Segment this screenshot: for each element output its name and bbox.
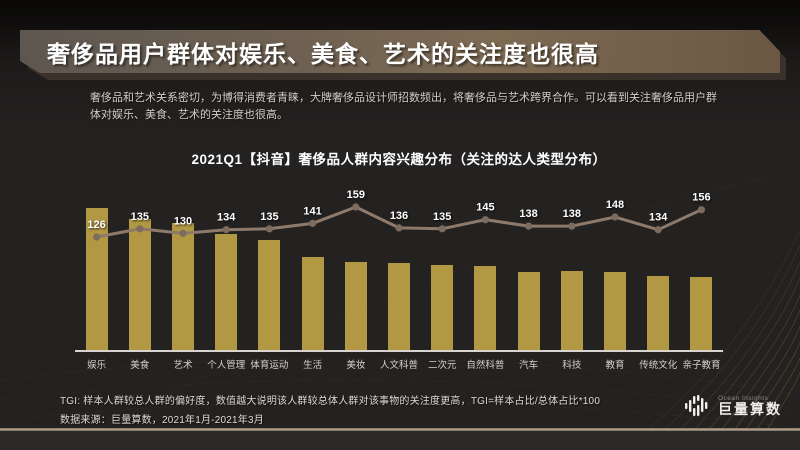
tgi-data-label: 134 (649, 212, 668, 224)
tgi-data-label: 138 (519, 208, 537, 220)
tgi-data-label: 138 (563, 208, 581, 220)
bar-slot (550, 190, 593, 350)
tgi-marker (93, 233, 101, 241)
bar-二次元 (431, 265, 454, 350)
tgi-marker (611, 213, 619, 221)
x-tick-美食: 美食 (130, 360, 150, 371)
bar-传统文化 (647, 276, 670, 350)
tgi-marker (352, 203, 360, 211)
logo-brand-en: Ocean Insights (718, 394, 769, 402)
x-tick-人文科普: 人文科普 (380, 360, 419, 371)
bar-slot (205, 190, 248, 350)
tgi-marker (179, 229, 187, 237)
footnote-data-source: 数据来源：巨量算数，2021年1月-2021年3月 (60, 415, 264, 426)
x-tick-传统文化: 传统文化 (639, 360, 678, 371)
bar-科技 (560, 271, 583, 350)
bar-slot (118, 190, 161, 350)
tgi-data-label: 130 (174, 215, 192, 227)
tgi-marker (136, 225, 144, 233)
tgi-marker (395, 224, 403, 232)
bar-slot (507, 190, 550, 350)
bar-体育运动 (258, 240, 281, 350)
footnote-tgi-definition: TGI: 样本人群较总人群的偏好度，数值越大说明该人群较总体人群对该事物的关注度… (60, 396, 601, 407)
chart-title: 2021Q1【抖音】奢侈品人群内容兴趣分布（关注的达人类型分布） (191, 152, 607, 167)
tgi-data-label: 141 (303, 205, 321, 217)
tgi-marker (697, 206, 706, 214)
bar-slot (680, 190, 723, 350)
bar-slot (248, 190, 291, 350)
x-tick-教育: 教育 (605, 360, 625, 371)
tgi-marker (568, 222, 576, 230)
bar-人文科普 (388, 263, 411, 350)
logo-brand-cn: 巨量算数 (718, 400, 782, 417)
x-tick-体育运动: 体育运动 (250, 360, 289, 371)
footer-divider (0, 428, 800, 431)
tgi-data-label: 159 (347, 189, 365, 201)
tgi-marker (222, 226, 230, 234)
tgi-data-label: 135 (260, 211, 278, 223)
x-tick-个人管理: 个人管理 (207, 360, 246, 371)
bar-slot (161, 190, 204, 350)
x-tick-娱乐: 娱乐 (87, 360, 107, 371)
bar-娱乐 (85, 208, 108, 350)
ocean-insights-logo: Ocean Insights 巨量算数 (683, 392, 782, 420)
interest-chart-plot: 126 135 130 134 135 141 159 136 135 145 138 138 148 1… (75, 189, 723, 352)
x-tick-科技: 科技 (562, 360, 582, 371)
bar-汽车 (517, 272, 540, 350)
x-axis-labels: 娱乐 美食 艺术 个人管理 体育运动 生活 美妆 人文科普 二次元 自然科普 汽车 科技 教育 传统文化亲… (75, 357, 723, 371)
tgi-data-label: 148 (606, 199, 624, 211)
bar-教育 (604, 272, 627, 350)
bar-slot (291, 190, 334, 350)
bar-slot (75, 190, 118, 350)
bar-slots (75, 190, 723, 350)
tgi-data-label: 135 (433, 211, 451, 223)
slide-title: 奢侈品用户群体对娱乐、美食、艺术的关注度也很高 (47, 40, 599, 67)
tgi-data-label: 134 (217, 212, 236, 224)
x-tick-生活: 生活 (303, 360, 323, 371)
bar-生活 (301, 257, 324, 350)
tgi-marker (309, 219, 317, 227)
bar-slot (593, 190, 636, 350)
bar-slot (421, 190, 464, 350)
tgi-line-svg: 126 135 130 134 135 141 159 136 135 145 138 138 148 1… (87, 189, 711, 241)
bar-亲子教育 (690, 277, 713, 350)
x-tick-美妆: 美妆 (346, 360, 366, 371)
x-tick-自然科普: 自然科普 (466, 360, 505, 371)
tgi-marker (481, 216, 489, 224)
bar-美妆 (344, 262, 367, 350)
bar-自然科普 (474, 266, 497, 350)
bar-slot (464, 190, 507, 350)
x-tick-汽车: 汽车 (519, 360, 539, 371)
ocean-insights-logo-icon (685, 395, 708, 416)
bar-美食 (128, 219, 151, 350)
tgi-marker (265, 225, 273, 233)
bar-个人管理 (215, 234, 238, 350)
slide-subtitle: 奢侈品和艺术关系密切，为博得消费者青睐，大牌奢侈品设计师招数频出，将奢侈品与艺术… (90, 92, 717, 122)
tgi-marker (525, 222, 533, 230)
bar-slot (637, 190, 680, 350)
title-banner: 奢侈品用户群体对娱乐、美食、艺术的关注度也很高 (20, 30, 780, 73)
tgi-marker (438, 225, 446, 233)
footer-strip (0, 431, 800, 450)
bar-艺术 (172, 223, 194, 350)
tgi-data-label: 136 (390, 210, 408, 222)
tgi-marker (654, 226, 662, 234)
tgi-data-label: 145 (476, 202, 494, 214)
bar-slot (334, 190, 377, 350)
tgi-data-label: 156 (692, 192, 710, 204)
bar-slot (377, 190, 420, 350)
x-tick-二次元: 二次元 (427, 360, 457, 371)
tgi-data-label: 126 (87, 219, 105, 231)
tgi-data-label: 135 (131, 211, 149, 223)
x-tick-亲子教育: 亲子教育 (682, 360, 721, 371)
x-tick-艺术: 艺术 (173, 360, 193, 371)
